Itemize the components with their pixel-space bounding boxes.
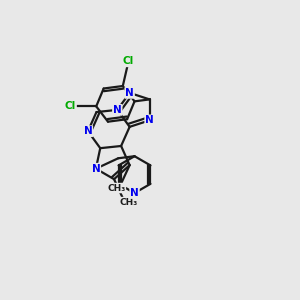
Text: N: N [84, 126, 92, 136]
Text: Cl: Cl [122, 56, 134, 66]
Text: N: N [125, 88, 134, 98]
Text: N: N [113, 105, 122, 115]
Text: N: N [92, 164, 100, 174]
Text: N: N [130, 188, 139, 198]
Text: Cl: Cl [65, 101, 76, 111]
Text: CH₃: CH₃ [107, 184, 125, 193]
Text: N: N [145, 116, 154, 125]
Text: CH₃: CH₃ [119, 198, 137, 207]
